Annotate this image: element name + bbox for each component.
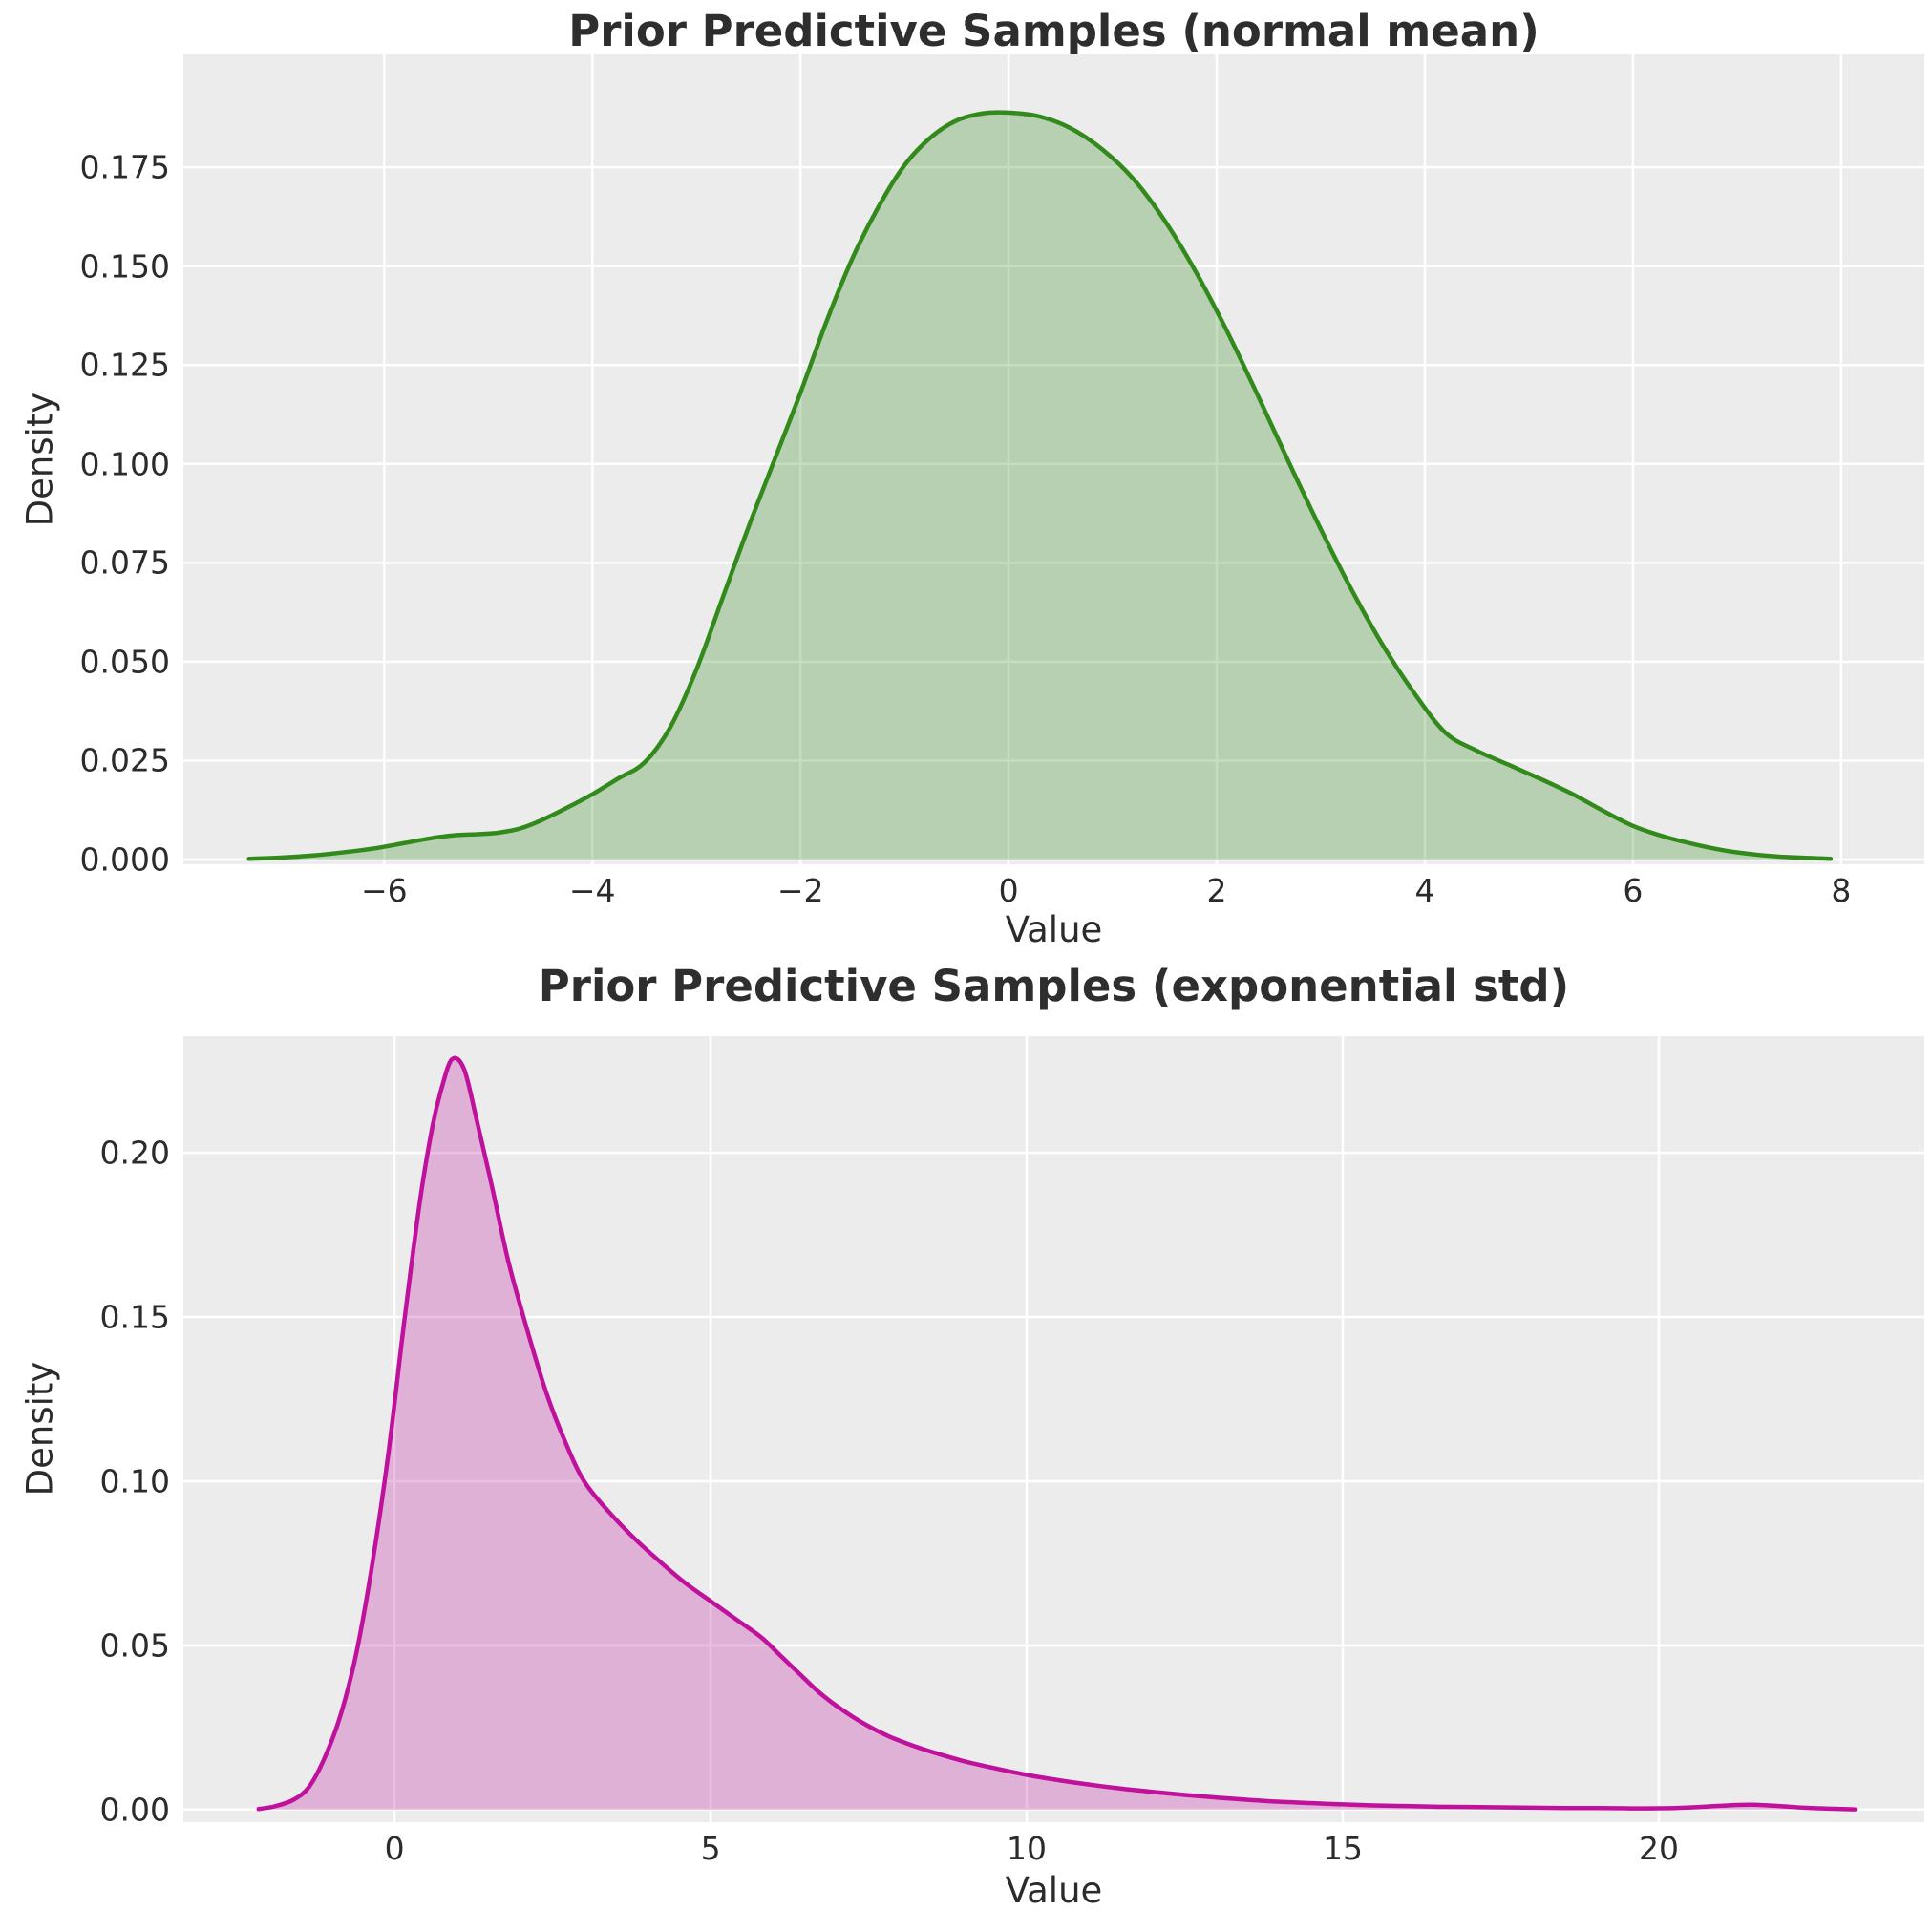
y-tick-label: 0.025 bbox=[79, 741, 170, 779]
x-tick-label: 8 bbox=[1831, 872, 1852, 909]
y-axis-label-top: Density bbox=[19, 392, 61, 527]
y-tick-label: 0.150 bbox=[79, 247, 170, 286]
x-tick-label: 0 bbox=[384, 1830, 405, 1867]
kde-fill bbox=[248, 112, 1831, 860]
y-axis-label-bottom: Density bbox=[19, 1361, 61, 1497]
x-axis-label-bottom: Value bbox=[1005, 1870, 1103, 1911]
y-tick-label: 0.050 bbox=[79, 643, 170, 681]
x-tick-label: 0 bbox=[998, 872, 1019, 909]
kde-curve bbox=[256, 1055, 1858, 1812]
chart-title-normal-mean: Prior Predictive Samples (normal mean) bbox=[568, 6, 1539, 56]
x-tick-label: 4 bbox=[1414, 872, 1435, 909]
x-tick-label: −2 bbox=[776, 872, 824, 909]
axes-exponential-std bbox=[183, 1036, 1924, 1822]
x-tick-label: 20 bbox=[1638, 1830, 1679, 1867]
x-axis-label-top: Value bbox=[1005, 909, 1103, 950]
x-tick-label: −4 bbox=[568, 872, 616, 909]
axes-normal-mean bbox=[183, 54, 1924, 864]
y-tick-label: 0.125 bbox=[79, 346, 170, 384]
kde-plot-exponential-std bbox=[183, 1036, 1924, 1822]
y-tick-label: 0.000 bbox=[79, 840, 170, 879]
x-tick-label: 15 bbox=[1323, 1830, 1363, 1867]
y-tick-label: 0.175 bbox=[79, 148, 170, 186]
y-tick-label: 0.00 bbox=[99, 1791, 170, 1829]
y-tick-label: 0.20 bbox=[99, 1134, 170, 1172]
x-tick-label: 6 bbox=[1623, 872, 1644, 909]
y-tick-label: 0.075 bbox=[79, 543, 170, 582]
y-tick-label: 0.15 bbox=[99, 1298, 170, 1336]
y-tick-label: 0.10 bbox=[99, 1462, 170, 1500]
kde-curve bbox=[246, 110, 1834, 861]
x-tick-label: 10 bbox=[1007, 1830, 1048, 1867]
y-tick-label: 0.05 bbox=[99, 1626, 170, 1665]
chart-title-exponential-std: Prior Predictive Samples (exponential st… bbox=[538, 961, 1570, 1011]
x-tick-label: 5 bbox=[700, 1830, 721, 1867]
y-tick-label: 0.100 bbox=[79, 445, 170, 483]
kde-fill bbox=[258, 1057, 1856, 1810]
x-tick-label: 2 bbox=[1206, 872, 1227, 909]
kde-plot-normal-mean bbox=[183, 54, 1924, 864]
x-tick-label: −6 bbox=[360, 872, 408, 909]
